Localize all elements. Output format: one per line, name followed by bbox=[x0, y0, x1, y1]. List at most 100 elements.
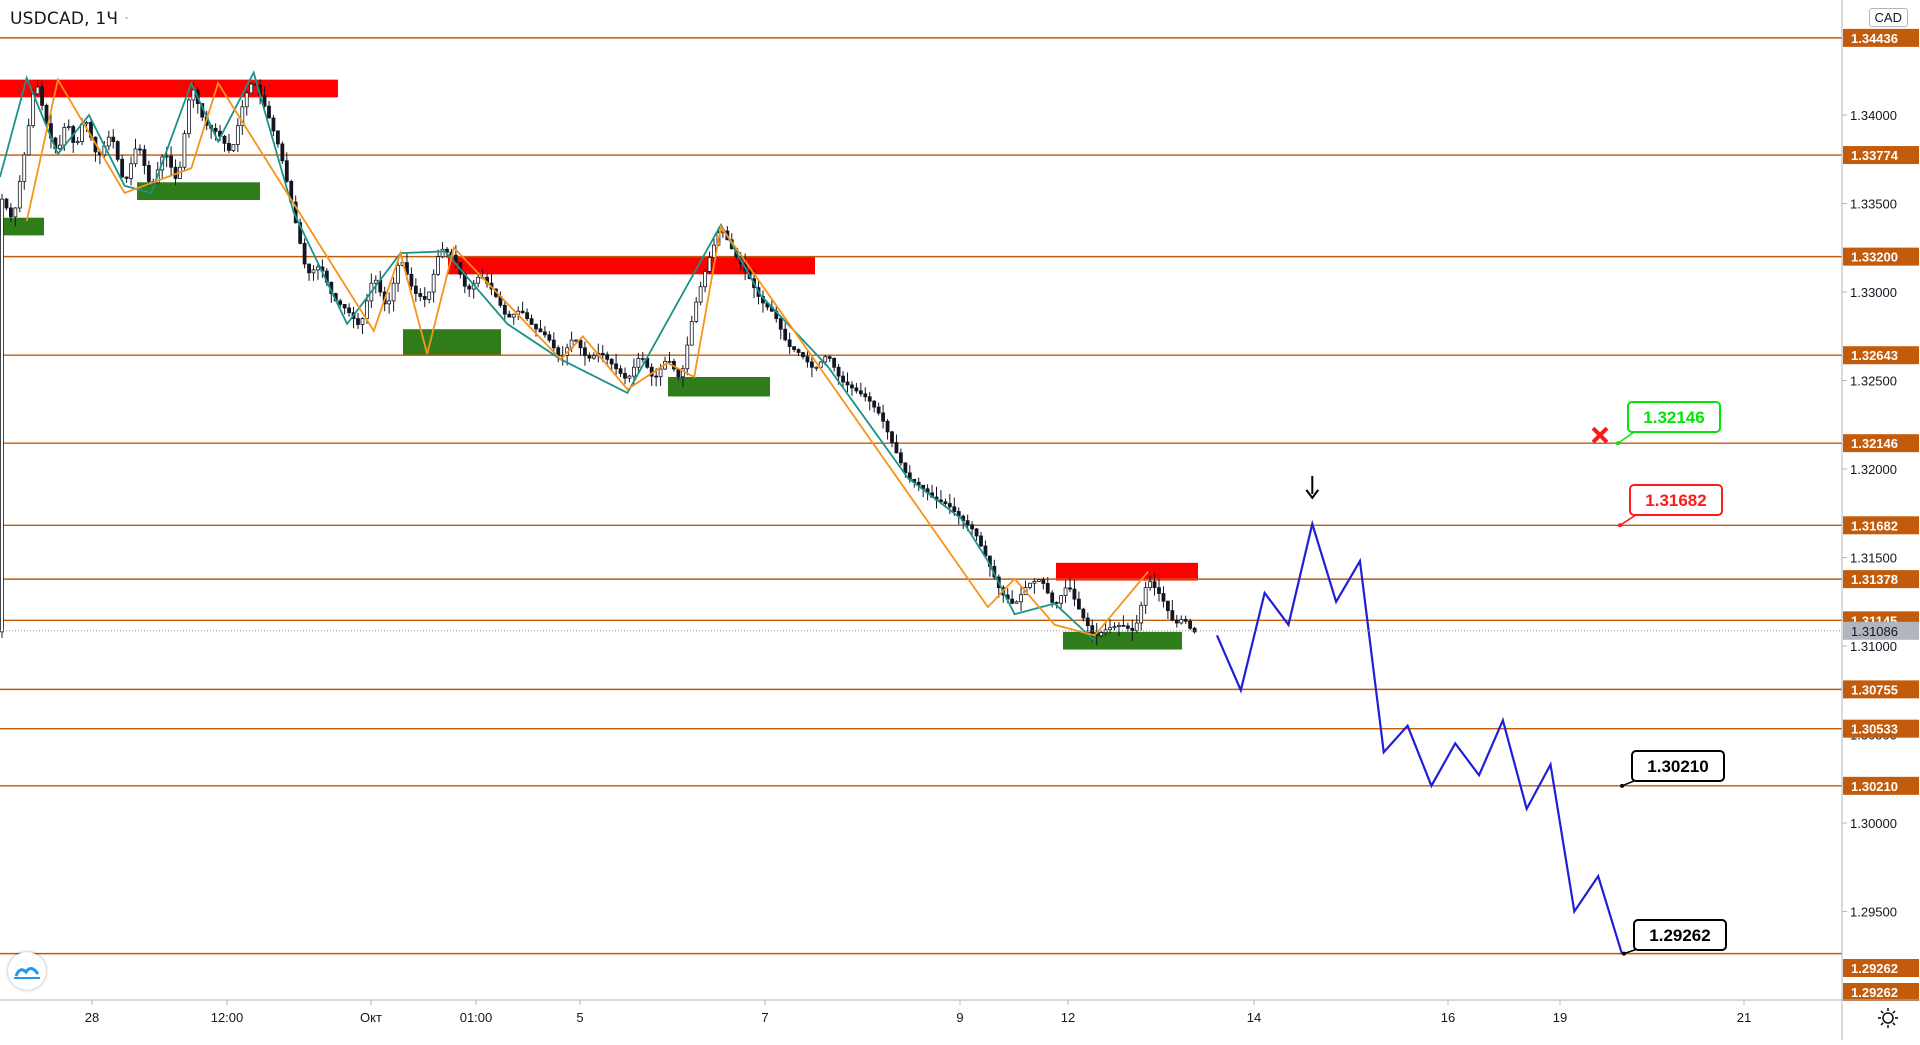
candle-body bbox=[57, 144, 62, 150]
callout-box[interactable] bbox=[1631, 750, 1725, 782]
candle-body bbox=[885, 420, 890, 433]
candle-body bbox=[583, 347, 587, 356]
candle-body bbox=[22, 154, 27, 182]
candle-body bbox=[881, 412, 885, 422]
candle-body bbox=[284, 160, 289, 182]
candle-body bbox=[667, 360, 672, 363]
price-tick-label: 1.31000 bbox=[1850, 639, 1897, 654]
candle-body bbox=[1117, 624, 1121, 627]
time-tick-label: 16 bbox=[1441, 1010, 1455, 1025]
candle-body bbox=[360, 318, 365, 325]
callout-label: 1.31682 bbox=[1645, 491, 1706, 510]
level-price-tag bbox=[1843, 680, 1919, 699]
price-tick-label: 1.33000 bbox=[1850, 285, 1897, 300]
candle-body bbox=[605, 354, 610, 360]
gear-icon[interactable] bbox=[1876, 1006, 1900, 1030]
candle-body bbox=[342, 304, 347, 309]
candle-body bbox=[556, 347, 561, 356]
candle-body bbox=[1045, 583, 1050, 594]
resistance-zone bbox=[0, 79, 338, 98]
candle-body bbox=[632, 366, 636, 377]
candle-body bbox=[511, 313, 516, 318]
callout-label: 1.29262 bbox=[1649, 926, 1710, 945]
candle-body bbox=[1019, 594, 1023, 603]
symbol-title[interactable]: USDCAD, 1Ч · bbox=[10, 9, 130, 29]
callout-label: 1.32146 bbox=[1643, 408, 1704, 427]
callout-box[interactable] bbox=[1627, 401, 1721, 433]
candle-body bbox=[1108, 627, 1112, 631]
candle-body bbox=[124, 176, 129, 179]
candle-body bbox=[436, 256, 441, 275]
candle-body bbox=[796, 349, 801, 353]
candle-body bbox=[387, 300, 392, 305]
candle-body bbox=[146, 165, 151, 182]
candle-body bbox=[609, 358, 614, 365]
candle-body bbox=[578, 339, 583, 349]
callout-dot bbox=[1618, 523, 1622, 528]
level-price-tag bbox=[1843, 719, 1919, 738]
candle-body bbox=[974, 528, 979, 537]
candle-body bbox=[1166, 600, 1170, 612]
candle-body bbox=[186, 99, 191, 135]
candle-body bbox=[965, 520, 970, 526]
candle-body bbox=[823, 356, 828, 363]
candle-body bbox=[979, 535, 983, 547]
candle-body bbox=[1148, 581, 1152, 589]
candle-body bbox=[129, 163, 133, 179]
support-zone bbox=[137, 182, 260, 200]
candle-body bbox=[841, 375, 845, 383]
candle-body bbox=[1010, 598, 1015, 604]
candle-body bbox=[636, 358, 641, 368]
callout-box[interactable] bbox=[1633, 919, 1727, 951]
candle-body bbox=[654, 375, 659, 378]
last-price-tag bbox=[1843, 621, 1919, 640]
candle-body bbox=[640, 358, 645, 360]
candle-body bbox=[1170, 610, 1175, 621]
candle-body bbox=[1157, 587, 1161, 594]
candle-body bbox=[1072, 588, 1077, 600]
candle-body bbox=[574, 339, 578, 342]
candle-body bbox=[396, 265, 400, 284]
candle-body bbox=[1050, 592, 1055, 603]
time-tick-label: 19 bbox=[1553, 1010, 1567, 1025]
candle-body bbox=[80, 123, 84, 142]
candle-body bbox=[35, 86, 40, 95]
candle-body bbox=[111, 136, 116, 142]
candle-body bbox=[1161, 593, 1166, 602]
support-zone bbox=[1063, 631, 1182, 650]
candle-body bbox=[0, 198, 4, 633]
callout-box[interactable] bbox=[1629, 484, 1723, 516]
tradingview-logo-icon[interactable] bbox=[8, 952, 46, 990]
currency-badge[interactable]: CAD bbox=[1868, 8, 1908, 27]
callout-dot bbox=[1622, 951, 1626, 956]
candle-body bbox=[694, 301, 699, 322]
candle-body bbox=[240, 106, 245, 127]
candle-body bbox=[8, 207, 13, 218]
candle-body bbox=[618, 368, 623, 374]
candle-body bbox=[280, 143, 285, 162]
zigzag-orange-line bbox=[25, 77, 1149, 637]
candle-body bbox=[836, 366, 841, 377]
candle-body bbox=[1059, 595, 1063, 604]
candle-body bbox=[627, 375, 632, 379]
candle-body bbox=[356, 318, 360, 325]
candle-body bbox=[17, 181, 22, 209]
time-tick-label: Окт bbox=[360, 1010, 382, 1025]
candle-body bbox=[810, 361, 814, 368]
zigzag-teal-line bbox=[0, 70, 1096, 642]
resistance-zone bbox=[1056, 562, 1198, 581]
candle-body bbox=[1085, 617, 1090, 627]
candle-body bbox=[850, 384, 854, 389]
candle-body bbox=[267, 105, 271, 119]
level-price-tag-label: 1.32643 bbox=[1851, 348, 1898, 363]
candle-body bbox=[1188, 620, 1193, 629]
candle-body bbox=[169, 155, 174, 168]
support-zone bbox=[403, 329, 501, 356]
close-x-icon bbox=[1591, 426, 1609, 444]
candle-body bbox=[115, 141, 120, 160]
down-arrow-head-icon bbox=[1305, 489, 1320, 500]
candle-body bbox=[1134, 622, 1139, 632]
candle-body bbox=[591, 355, 596, 359]
